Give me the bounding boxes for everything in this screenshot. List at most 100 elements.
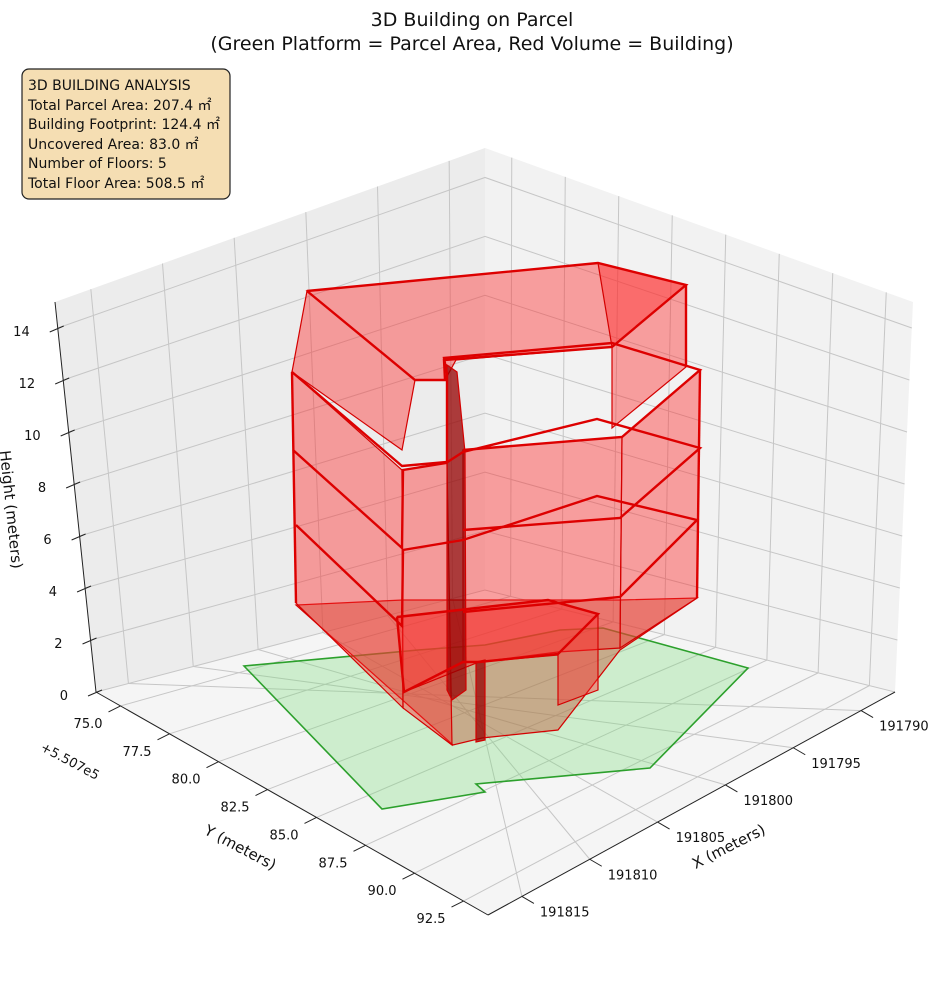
y-gridline-floor (218, 621, 614, 763)
y-gridline-wall (715, 234, 727, 648)
floor-edges (290, 261, 703, 694)
y-tick-label: 77.5 (123, 745, 152, 760)
y-tick-mark (206, 761, 219, 769)
y-tick-label: 87.5 (319, 856, 348, 871)
x-gridline-wall (305, 212, 324, 633)
shaft-lower (475, 659, 486, 743)
y-gridline-floor (120, 595, 511, 707)
axes: 191790 191795 191800 191805 191810 191815 75.0… (13, 301, 929, 927)
floor-edge-4 (292, 417, 703, 551)
x-tick-label: 191795 (811, 757, 861, 772)
floor-edge-top (306, 261, 689, 382)
analysis-info-box: 3D BUILDING ANALYSIS Total Parcel Area: … (21, 68, 231, 200)
floor-edge-2 (395, 598, 601, 694)
y-axis-label: Y (meters) (201, 821, 280, 874)
z-gridline (79, 412, 903, 537)
z-axis-line (54, 301, 97, 693)
x-tick-mark (860, 710, 874, 719)
y-gridline-floor (414, 672, 819, 874)
x-tick-label: 191810 (608, 868, 658, 883)
y-tick-mark (353, 844, 366, 852)
info-footprint: Building Footprint: 124.4 ㎡ (28, 117, 220, 133)
floor-edge-3 (295, 494, 700, 629)
x-tick-mark (589, 858, 603, 867)
z-tick-label: 2 (54, 637, 62, 652)
z-tick-label: 10 (24, 429, 41, 444)
y-tick-mark (255, 789, 268, 797)
info-box-heading: 3D BUILDING ANALYSIS (28, 78, 191, 94)
x-tick-mark (725, 784, 738, 793)
y-gridline-wall (868, 292, 887, 686)
z-axis-label: Height (meters) (0, 449, 26, 569)
chart-title-line1: 3D Building on Parcel (371, 9, 574, 31)
building-volume (291, 262, 701, 747)
z-tick-mark (71, 533, 86, 541)
y-tick-mark (451, 900, 464, 908)
z-gridline (68, 294, 908, 433)
info-parcel-area: Total Parcel Area: 207.4 ㎡ (27, 98, 212, 114)
z-tick-mark (49, 325, 64, 333)
z-tick-label: 4 (49, 585, 57, 600)
y-axis-line (95, 691, 489, 916)
edge-vert-1 (290, 371, 298, 604)
x-gridline-wall (233, 237, 259, 650)
info-uncovered-area: Uncovered Area: 83.0 ㎡ (28, 137, 199, 153)
y-tick-label: 92.5 (417, 912, 446, 927)
y-offset-label: +5.507e5 (38, 740, 102, 783)
z-gridline (57, 176, 912, 329)
y-gridline-floor (316, 646, 716, 818)
x-gridline-floor (128, 683, 862, 712)
y-gridline-wall (663, 215, 673, 635)
z-tick-label: 0 (60, 689, 68, 704)
y-tick-label: 75.0 (74, 717, 103, 732)
building-base (294, 597, 700, 746)
y-tick-mark (304, 816, 317, 824)
x-gridline-floor (257, 649, 726, 786)
x-gridline-floor (193, 666, 794, 749)
x-tick-mark (657, 821, 670, 830)
z-tick-label: 6 (43, 533, 51, 548)
z-tick-mark (87, 689, 103, 697)
y-gridline-floor (463, 685, 870, 902)
x-tick-mark (521, 895, 535, 904)
x-gridline-wall (377, 186, 389, 616)
y-tick-mark (157, 733, 170, 741)
x-tick-label: 191800 (743, 794, 793, 809)
y-tick-label: 82.5 (221, 801, 250, 816)
info-floor-count: Number of Floors: 5 (28, 156, 167, 172)
z-gridline (90, 530, 898, 641)
z-tick-label: 14 (13, 325, 30, 340)
z-tick-mark (82, 637, 97, 645)
grid-lines (57, 157, 912, 902)
z-tick-label: 8 (38, 481, 46, 496)
z-tick-mark (76, 585, 92, 593)
x-tick-label: 191805 (676, 831, 726, 846)
y-gridline-wall (766, 253, 780, 661)
x-gridline-floor (322, 632, 658, 823)
x-tick-label: 191790 (879, 720, 929, 735)
pane-floor (96, 590, 895, 915)
x-tick-mark (792, 747, 806, 756)
z-tick-mark (60, 429, 75, 437)
y-tick-mark (108, 705, 121, 713)
x-tick-label: 191815 (540, 905, 590, 920)
chart-title-line2: (Green Platform = Parcel Area, Red Volum… (210, 33, 733, 55)
x-gridline-wall (162, 263, 194, 667)
y-tick-label: 80.0 (172, 773, 201, 788)
left-block-inner (401, 462, 453, 747)
x-axis-label: X (meters) (689, 820, 768, 872)
y-tick-mark (402, 872, 415, 880)
z-tick-mark (65, 481, 81, 489)
floor-edge-5 (291, 341, 703, 468)
x-axis-line (487, 691, 896, 916)
info-total-floor-area: Total Floor Area: 508.5 ㎡ (27, 176, 204, 192)
x-gridline-wall (90, 289, 129, 684)
y-tick-label: 85.0 (270, 828, 299, 843)
info-box-background (21, 68, 231, 200)
z-tick-label: 12 (19, 377, 36, 392)
central-shaft (446, 363, 467, 701)
y-tick-label: 90.0 (368, 884, 397, 899)
z-gridline (63, 235, 910, 381)
